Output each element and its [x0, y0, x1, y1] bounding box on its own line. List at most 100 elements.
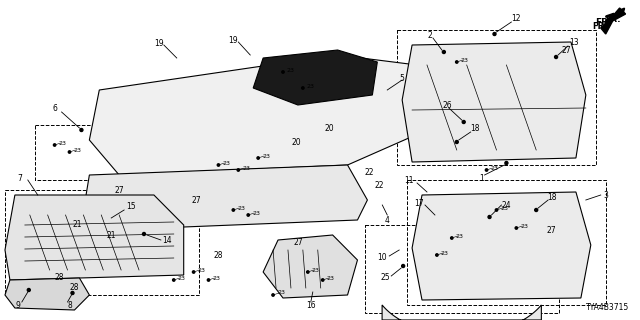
Circle shape [282, 71, 284, 73]
Text: 14: 14 [162, 236, 172, 244]
Text: 7: 7 [17, 173, 22, 182]
Text: 23: 23 [520, 223, 528, 228]
Circle shape [442, 51, 445, 53]
Text: 27: 27 [192, 196, 202, 204]
Text: 23: 23 [237, 205, 245, 211]
Circle shape [555, 55, 557, 59]
Text: 5: 5 [400, 74, 404, 83]
Text: 21: 21 [73, 220, 82, 228]
Text: 24: 24 [502, 201, 511, 210]
Text: 21: 21 [106, 230, 116, 239]
Text: 10: 10 [378, 253, 387, 262]
Text: 27: 27 [293, 237, 303, 246]
Polygon shape [84, 165, 367, 230]
Circle shape [451, 237, 453, 239]
Circle shape [53, 144, 56, 146]
Text: 16: 16 [306, 301, 316, 310]
Text: FR.: FR. [592, 21, 607, 30]
Circle shape [485, 169, 488, 171]
Text: 4: 4 [385, 215, 390, 225]
Polygon shape [412, 192, 591, 300]
Circle shape [207, 279, 210, 281]
Text: 28: 28 [214, 251, 223, 260]
Circle shape [28, 289, 30, 292]
Text: 20: 20 [291, 138, 301, 147]
Text: FR.: FR. [595, 18, 612, 27]
Circle shape [436, 254, 438, 256]
Circle shape [237, 169, 239, 171]
Polygon shape [253, 50, 378, 105]
Circle shape [143, 233, 145, 236]
Text: 23: 23 [58, 140, 67, 146]
Polygon shape [90, 55, 427, 175]
Text: 6: 6 [52, 103, 57, 113]
Text: 23: 23 [74, 148, 81, 153]
Text: 28: 28 [70, 284, 79, 292]
Text: 3: 3 [604, 190, 608, 199]
Polygon shape [382, 305, 541, 320]
Text: 27: 27 [115, 186, 124, 195]
Text: 26: 26 [442, 100, 452, 109]
Text: TYA4B3715: TYA4B3715 [586, 303, 629, 313]
Circle shape [456, 61, 458, 63]
Text: 23: 23 [456, 234, 464, 238]
Text: 11: 11 [404, 175, 414, 185]
Circle shape [455, 140, 458, 143]
Text: 19: 19 [154, 38, 164, 47]
Circle shape [495, 209, 498, 211]
Circle shape [493, 33, 496, 36]
Text: 23: 23 [461, 58, 468, 62]
Text: 22: 22 [365, 167, 374, 177]
Text: 23: 23 [178, 276, 186, 281]
Text: 23: 23 [441, 251, 449, 255]
Text: 28: 28 [55, 274, 65, 283]
Text: 23: 23 [490, 165, 499, 171]
Text: 23: 23 [500, 205, 508, 211]
Text: 25: 25 [380, 274, 390, 283]
Text: 23: 23 [307, 84, 315, 89]
Text: 23: 23 [262, 154, 270, 158]
Circle shape [462, 121, 465, 124]
Circle shape [173, 279, 175, 281]
Text: 12: 12 [511, 13, 521, 22]
Text: 9: 9 [15, 300, 20, 309]
Circle shape [321, 279, 324, 281]
Text: FR.: FR. [605, 15, 621, 24]
Circle shape [257, 157, 259, 159]
Text: 23: 23 [243, 165, 250, 171]
Circle shape [247, 214, 250, 216]
Text: 1: 1 [479, 173, 484, 182]
Text: 23: 23 [212, 276, 220, 281]
Circle shape [534, 209, 538, 212]
Bar [365, 225, 559, 313]
Circle shape [232, 209, 234, 211]
Bar [407, 180, 605, 305]
Circle shape [515, 227, 518, 229]
Text: 23: 23 [287, 68, 295, 73]
Circle shape [272, 294, 275, 296]
Text: 19: 19 [228, 36, 238, 44]
Text: 15: 15 [126, 202, 136, 211]
Circle shape [68, 151, 70, 153]
Text: 23: 23 [222, 161, 230, 165]
Text: 13: 13 [569, 37, 579, 46]
Text: 23: 23 [326, 276, 335, 281]
Polygon shape [601, 8, 625, 34]
Polygon shape [263, 235, 358, 298]
Circle shape [193, 271, 195, 273]
Text: 23: 23 [252, 211, 260, 215]
Bar [35, 125, 134, 180]
Circle shape [80, 129, 83, 132]
Text: 18: 18 [547, 193, 557, 202]
Circle shape [488, 215, 491, 219]
Circle shape [217, 164, 220, 166]
Bar [397, 30, 596, 165]
Polygon shape [5, 278, 90, 310]
Text: 22: 22 [374, 180, 384, 189]
Text: 27: 27 [561, 45, 571, 54]
Polygon shape [5, 195, 184, 280]
Circle shape [301, 87, 304, 89]
Text: 2: 2 [428, 30, 433, 39]
Bar [5, 190, 198, 295]
Text: 20: 20 [325, 124, 335, 132]
